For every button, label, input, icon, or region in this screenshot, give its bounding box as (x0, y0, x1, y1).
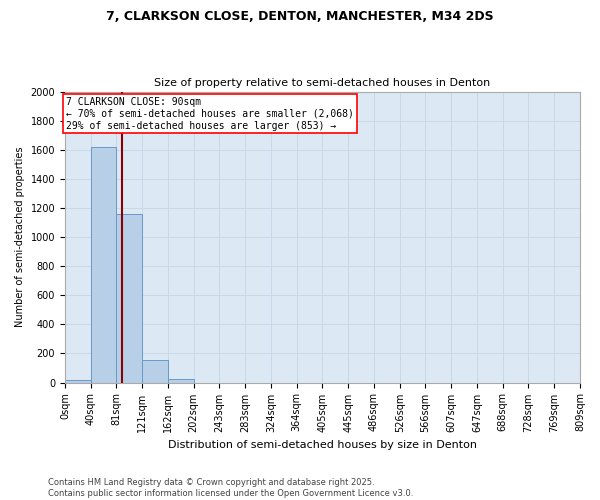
X-axis label: Distribution of semi-detached houses by size in Denton: Distribution of semi-detached houses by … (168, 440, 477, 450)
Y-axis label: Number of semi-detached properties: Number of semi-detached properties (15, 147, 25, 328)
Title: Size of property relative to semi-detached houses in Denton: Size of property relative to semi-detach… (154, 78, 491, 88)
Bar (142, 360, 168, 382)
Bar (91, 147, 116, 382)
Text: 7, CLARKSON CLOSE, DENTON, MANCHESTER, M34 2DS: 7, CLARKSON CLOSE, DENTON, MANCHESTER, M… (106, 10, 494, 23)
Text: 7 CLARKSON CLOSE: 90sqm
← 70% of semi-detached houses are smaller (2,068)
29% of: 7 CLARKSON CLOSE: 90sqm ← 70% of semi-de… (66, 98, 354, 130)
Bar (168, 379, 194, 382)
Text: Contains HM Land Registry data © Crown copyright and database right 2025.
Contai: Contains HM Land Registry data © Crown c… (48, 478, 413, 498)
Bar (65, 380, 91, 382)
Bar (116, 214, 142, 382)
